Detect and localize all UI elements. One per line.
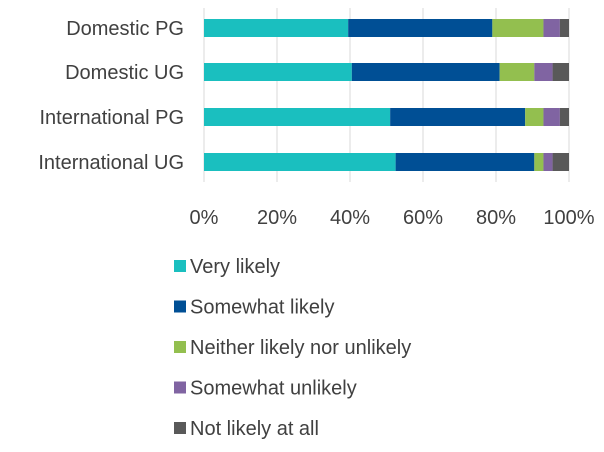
bar-segment [525, 108, 544, 126]
x-tick-label: 80% [476, 207, 516, 229]
bar-segment [204, 19, 349, 37]
legend-label: Somewhat unlikely [190, 378, 357, 400]
legend-swatch [174, 341, 186, 353]
legend-swatch [174, 381, 186, 394]
category-label: Domestic UG [65, 62, 184, 84]
bar-segment [499, 63, 535, 81]
bars [204, 19, 569, 171]
legend-label: Somewhat likely [190, 297, 335, 319]
bar-segment [351, 63, 500, 81]
bar-segment [552, 63, 569, 81]
legend-item: Somewhat likely [174, 297, 335, 319]
legend-swatch [174, 300, 186, 313]
bar-segment [559, 108, 569, 126]
legend-swatch [174, 422, 186, 434]
bar-segment [204, 63, 352, 81]
bar-segment [559, 19, 569, 37]
bar-segment [204, 153, 396, 171]
legend-item: Somewhat unlikely [174, 378, 357, 400]
category-label: Domestic PG [66, 18, 184, 40]
x-tick-label: 0% [190, 207, 219, 229]
bar-segment [492, 19, 544, 37]
bar-segment [534, 63, 553, 81]
legend-label: Not likely at all [190, 418, 319, 440]
legend-item: Not likely at all [174, 418, 319, 440]
bar-segment [543, 153, 553, 171]
legend-swatch [174, 260, 186, 272]
bar-segment [543, 108, 560, 126]
x-tick-label: 100% [543, 207, 594, 229]
bar-segment [204, 108, 391, 126]
bar-segment [543, 19, 560, 37]
bar-segment [390, 108, 526, 126]
x-tick-label: 60% [403, 207, 443, 229]
category-labels: Domestic PG Domestic UG International PG In… [38, 18, 184, 174]
x-tick-label: 40% [330, 207, 370, 229]
category-label: International PG [39, 107, 184, 129]
bar-segment [534, 153, 544, 171]
category-label: International UG [38, 152, 184, 174]
legend-item: Very likely [174, 256, 280, 278]
bar-segment [348, 19, 493, 37]
legend-item: Neither likely nor unlikely [174, 337, 411, 359]
x-tick-labels: 0% 20% 40% 60% 80% 100% [190, 207, 595, 229]
legend-label: Very likely [190, 256, 280, 278]
legend: Very likely Somewhat likely Neither likely… [174, 256, 411, 440]
legend-label: Neither likely nor unlikely [190, 337, 411, 359]
x-tick-label: 20% [257, 207, 297, 229]
bar-segment [552, 153, 569, 171]
bar-segment [395, 153, 535, 171]
